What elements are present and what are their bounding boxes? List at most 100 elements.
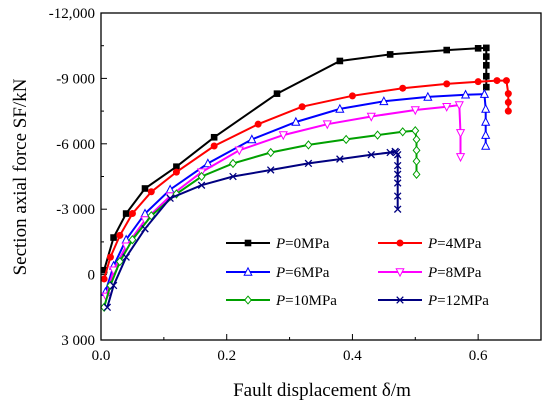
- y-tick-label: 0: [88, 268, 96, 284]
- data-point: [393, 179, 402, 187]
- data-point: [109, 281, 118, 290]
- data-point: [147, 188, 155, 196]
- data-point: [455, 153, 466, 163]
- data-point: [399, 84, 407, 92]
- legend-label: P=10MPa: [275, 293, 337, 309]
- data-point: [412, 145, 421, 156]
- legend-label: P=4MPa: [427, 236, 482, 252]
- y-tick-label: -12,000: [49, 6, 95, 22]
- legend-entry: P=12MPa: [378, 293, 489, 309]
- data-point: [474, 78, 482, 86]
- data-point: [393, 170, 402, 179]
- y-axis-title-text: Section axial force SF/kN: [10, 78, 31, 275]
- data-point: [266, 166, 275, 174]
- legend-label: P=8MPa: [427, 265, 482, 281]
- data-point: [502, 77, 510, 85]
- legend: P=0MPa P=4MPa P=6MPa P=8MPa P=10MPa P=12MPa: [226, 236, 489, 309]
- data-point: [141, 225, 149, 233]
- data-point: [455, 129, 466, 139]
- data-point: [481, 103, 491, 113]
- data-point: [229, 158, 237, 169]
- legend-marker: [396, 296, 404, 304]
- data-point: [203, 158, 213, 168]
- data-point: [483, 72, 490, 80]
- data-point: [254, 120, 262, 128]
- data-point: [122, 253, 130, 261]
- data-point: [197, 171, 206, 182]
- series-p4mpa: [100, 77, 512, 283]
- data-point: [106, 253, 114, 261]
- data-point: [247, 134, 257, 144]
- legend-marker: [244, 295, 252, 305]
- data-point: [504, 98, 512, 106]
- series-line: [103, 46, 488, 271]
- series-line: [106, 150, 399, 308]
- legend-marker: [243, 266, 253, 276]
- data-point: [304, 140, 313, 150]
- tick-layer: 0.0 0.2 0.4 0.6 -12,000 -9 000 -6 000 -3 000 0 3 …: [49, 6, 488, 364]
- x-tick-label: 0.0: [92, 348, 111, 364]
- data-point: [234, 146, 244, 156]
- data-point: [393, 205, 402, 213]
- series-layer: [100, 44, 512, 312]
- data-point: [504, 107, 512, 115]
- legend-entry: P=8MPa: [378, 265, 482, 281]
- data-point: [141, 185, 149, 192]
- data-point: [210, 142, 218, 150]
- data-point: [100, 275, 108, 283]
- data-point: [504, 90, 512, 98]
- series-p12mpa: [103, 147, 402, 312]
- data-point: [336, 155, 344, 163]
- legend-label: P=12MPa: [427, 293, 489, 309]
- data-point: [398, 127, 407, 137]
- data-point: [479, 88, 490, 98]
- data-point: [128, 210, 136, 218]
- data-point: [443, 80, 451, 88]
- series-p0mpa: [100, 44, 490, 274]
- data-point: [410, 106, 420, 116]
- data-point: [481, 140, 491, 150]
- data-point: [493, 77, 501, 85]
- y-tick-label: 3 000: [61, 333, 95, 349]
- data-point: [443, 46, 451, 54]
- legend-entry: P=6MPa: [226, 265, 330, 281]
- data-point: [412, 156, 421, 166]
- data-point: [110, 234, 117, 241]
- data-point: [322, 120, 332, 130]
- legend-label: P=6MPa: [275, 265, 330, 281]
- legend-entry: P=4MPa: [378, 236, 482, 252]
- x-axis-title: Fault displacement δ/m: [233, 380, 411, 401]
- data-point: [483, 53, 490, 60]
- data-point: [335, 103, 345, 113]
- data-point: [304, 159, 313, 168]
- y-axis-title: Section axial force SF/kN: [10, 78, 31, 275]
- data-point: [291, 116, 301, 126]
- data-point: [373, 130, 382, 140]
- data-point: [393, 192, 402, 200]
- data-point: [166, 194, 174, 203]
- data-point: [442, 102, 452, 112]
- data-point: [379, 96, 389, 106]
- data-point: [454, 101, 464, 111]
- data-point: [348, 92, 356, 100]
- data-point: [412, 134, 421, 145]
- data-point: [367, 150, 376, 159]
- x-tick-label: 0.2: [217, 348, 236, 364]
- y-tick-label: -3 000: [56, 202, 95, 218]
- data-point: [278, 131, 288, 141]
- legend-entry: P=10MPa: [226, 293, 337, 309]
- data-point: [393, 161, 402, 170]
- data-point: [172, 168, 180, 176]
- data-point: [366, 112, 376, 122]
- data-point: [392, 148, 401, 157]
- data-point: [100, 266, 108, 274]
- data-point: [481, 116, 491, 126]
- data-point: [115, 256, 124, 267]
- data-point: [122, 210, 130, 217]
- data-point: [483, 83, 490, 91]
- y-tick-label: -6 000: [56, 137, 95, 153]
- data-point: [423, 91, 433, 101]
- legend-entry: P=0MPa: [226, 236, 330, 252]
- legend-marker: [244, 239, 252, 247]
